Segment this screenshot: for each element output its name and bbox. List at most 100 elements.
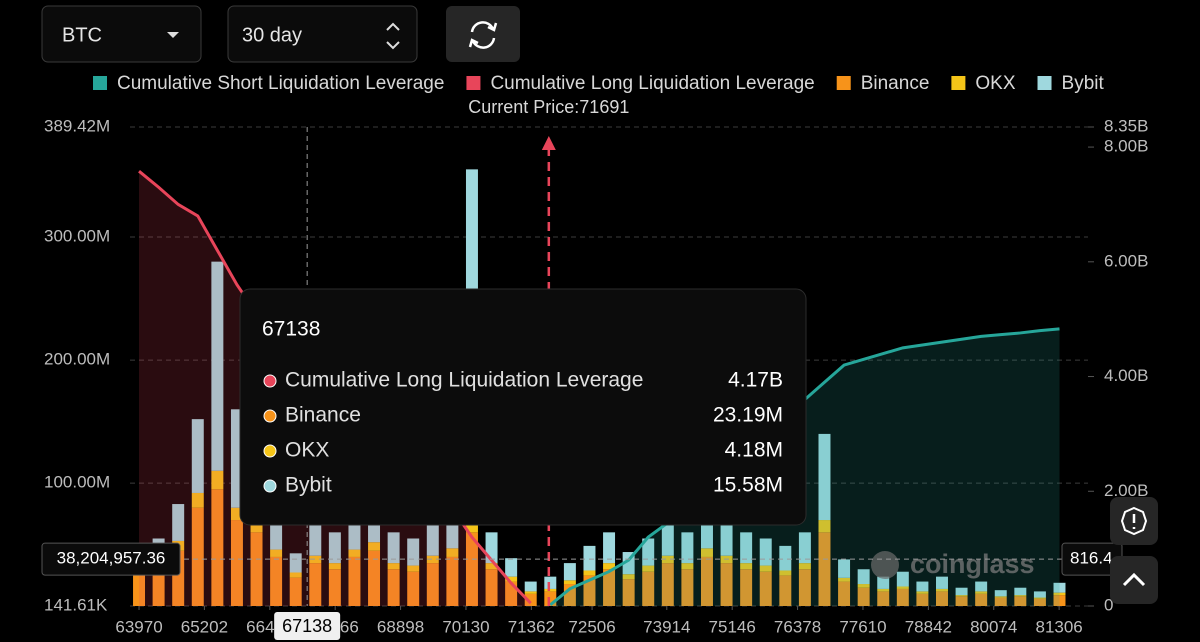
bar-segment bbox=[328, 563, 341, 570]
legend-label: Bybit bbox=[1062, 73, 1105, 94]
bar-segment bbox=[916, 591, 929, 594]
bar-segment bbox=[230, 409, 243, 508]
bar-segment bbox=[348, 549, 361, 557]
bar-segment bbox=[172, 504, 185, 541]
tooltip-value: 15.58M bbox=[713, 474, 783, 497]
bar-segment bbox=[622, 579, 635, 606]
select-box[interactable] bbox=[227, 5, 418, 63]
tooltip-name: Cumulative Long Liquidation Leverage bbox=[285, 369, 643, 392]
x-tick-label: 75146 bbox=[709, 617, 756, 636]
bar-segment bbox=[975, 593, 988, 606]
alert-button[interactable] bbox=[1110, 497, 1158, 545]
bar-segment bbox=[230, 507, 243, 521]
tooltip-dot bbox=[263, 479, 277, 493]
bar-segment bbox=[818, 520, 831, 533]
bar-segment bbox=[309, 555, 322, 564]
bar-segment bbox=[407, 571, 420, 606]
chevron-icon bbox=[1122, 572, 1146, 587]
bar-segment bbox=[563, 584, 576, 606]
bar-segment bbox=[857, 584, 870, 588]
button-box[interactable] bbox=[446, 6, 520, 62]
tooltip-box bbox=[239, 288, 807, 526]
bar-segment bbox=[759, 565, 772, 572]
bar-segment bbox=[1033, 591, 1046, 598]
bar-segment bbox=[328, 569, 341, 606]
bar-segment bbox=[936, 591, 948, 606]
refresh-icon bbox=[468, 22, 498, 48]
bar-segment bbox=[583, 575, 596, 606]
bar-segment bbox=[936, 576, 948, 589]
scroll-top-button[interactable] bbox=[1110, 556, 1158, 604]
bar-segment bbox=[289, 553, 302, 573]
bar-segment bbox=[270, 556, 283, 606]
y-tick-label: 100.00M bbox=[44, 473, 110, 492]
bar-segment bbox=[779, 570, 792, 576]
bar-segment bbox=[603, 569, 616, 606]
spinner bbox=[386, 22, 400, 50]
bar-segment bbox=[877, 576, 890, 589]
legend-swatch bbox=[836, 76, 851, 90]
y2-tick-label: 2.00B bbox=[1104, 481, 1148, 500]
bar-segment bbox=[250, 532, 263, 606]
bar-segment bbox=[994, 596, 1007, 598]
x-tick-label: 72506 bbox=[568, 617, 615, 636]
select-text[interactable]: BTC bbox=[62, 24, 102, 46]
crosshair-x-label: 67138 bbox=[282, 616, 332, 636]
bar-segment bbox=[289, 572, 302, 578]
bar-segment bbox=[779, 575, 792, 606]
bar-segment bbox=[681, 532, 694, 564]
x-tick-label: 68898 bbox=[377, 617, 424, 636]
tooltip-dot bbox=[263, 409, 277, 423]
x-tick-label: 80074 bbox=[970, 617, 1017, 636]
bar-segment bbox=[798, 563, 811, 570]
bar-segment bbox=[936, 588, 948, 592]
crosshair-x-box bbox=[274, 612, 341, 640]
bar-segment bbox=[270, 549, 283, 557]
bar-segment bbox=[955, 596, 968, 606]
bar-segment bbox=[446, 548, 459, 557]
tooltip-value: 4.17B bbox=[728, 369, 783, 392]
watermark: coinglass bbox=[910, 549, 1035, 579]
legend-swatch bbox=[466, 76, 481, 90]
bar-segment bbox=[485, 563, 498, 570]
bar-segment bbox=[250, 521, 263, 533]
symbol-select[interactable]: BTC bbox=[41, 5, 202, 63]
tooltip-name: Bybit bbox=[285, 474, 332, 497]
range-select[interactable]: 30 day bbox=[227, 5, 418, 63]
select-box[interactable] bbox=[41, 5, 202, 63]
crosshair-y-box bbox=[41, 542, 181, 576]
bar-segment bbox=[583, 545, 596, 571]
button-box[interactable] bbox=[1110, 556, 1158, 604]
bar-segment bbox=[505, 576, 518, 582]
select-text[interactable]: 30 day bbox=[242, 24, 302, 46]
bar-segment bbox=[857, 569, 870, 585]
bar-segment bbox=[544, 591, 557, 606]
alert-icon bbox=[1120, 506, 1148, 536]
y-tick-label: 300.00M bbox=[44, 227, 110, 246]
bar-segment bbox=[1014, 595, 1027, 597]
bar-segment bbox=[877, 588, 890, 592]
bar-segment bbox=[544, 576, 557, 589]
crosshair-y-label: 38,204,957.36 bbox=[57, 549, 166, 568]
y2-tick-label: 0 bbox=[1104, 595, 1113, 614]
refresh-button[interactable] bbox=[446, 6, 520, 62]
x-tick-label: 73914 bbox=[643, 617, 690, 636]
bar-segment bbox=[368, 542, 381, 551]
bar-segment bbox=[700, 556, 713, 606]
tooltip-name: Binance bbox=[285, 404, 361, 427]
bar-segment bbox=[583, 570, 596, 576]
bar-segment bbox=[622, 552, 635, 575]
bar-segment bbox=[955, 587, 968, 596]
bar-segment bbox=[133, 575, 146, 606]
x-tick-label: 76378 bbox=[774, 617, 821, 636]
bar-segment bbox=[740, 569, 753, 606]
bar-segment bbox=[465, 532, 478, 606]
bar-segment bbox=[1053, 592, 1066, 596]
bar-segment bbox=[798, 569, 811, 606]
bar-segment bbox=[426, 563, 439, 606]
x-tick-label: 65202 bbox=[181, 617, 228, 636]
x-tick-label: 78842 bbox=[905, 617, 952, 636]
bar-segment bbox=[485, 532, 498, 564]
legend-label: Binance bbox=[861, 73, 930, 94]
